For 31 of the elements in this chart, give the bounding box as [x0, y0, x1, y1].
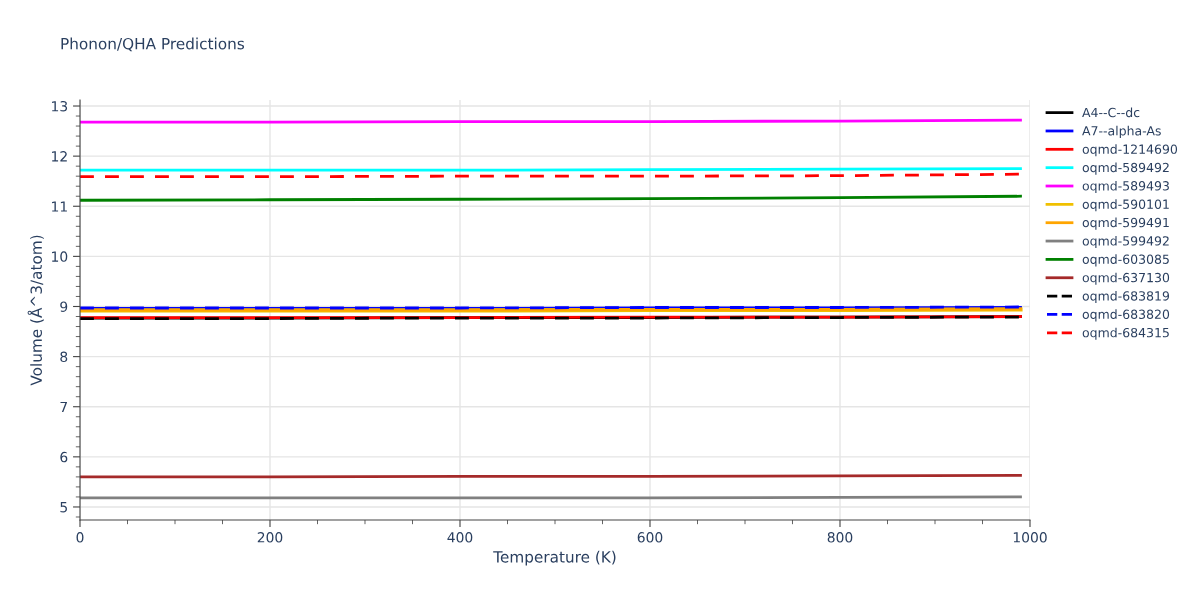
- legend-label: oqmd-589492: [1082, 162, 1169, 175]
- y-tick-label: 10: [52, 251, 68, 262]
- y-tick-label: 5: [60, 502, 67, 513]
- chart-title: Phonon/QHA Predictions: [61, 37, 245, 52]
- y-tick-label: 11: [52, 201, 67, 212]
- y-tick-label: 13: [52, 100, 68, 112]
- x-tick-label: 400: [447, 532, 473, 543]
- y-tick-label: 7: [60, 401, 68, 413]
- y-axis-title: Volume (Å^3/atom): [27, 235, 44, 386]
- x-tick-label: 0: [76, 532, 84, 543]
- y-tick-label: 6: [60, 451, 68, 463]
- legend-label: oqmd-683820: [1082, 309, 1170, 322]
- x-tick-label: 1000: [1013, 532, 1047, 543]
- legend-label: oqmd-590101: [1082, 199, 1169, 212]
- x-axis-title: Temperature (K): [493, 550, 616, 566]
- legend-label: A7--alpha-As: [1082, 125, 1161, 138]
- x-tick-label: 200: [257, 532, 283, 543]
- legend-label: oqmd-683819: [1082, 290, 1170, 304]
- legend-label: oqmd-684315: [1082, 327, 1169, 340]
- legend-label: oqmd-599491: [1082, 217, 1169, 230]
- x-tick-label: 800: [827, 532, 853, 543]
- x-tick-label: 600: [637, 532, 663, 543]
- legend-label: A4--C--dc: [1082, 107, 1140, 118]
- y-tick-label: 9: [60, 301, 68, 312]
- y-tick-label: 12: [52, 151, 67, 162]
- legend-label: oqmd-603085: [1082, 254, 1169, 267]
- legend-label: oqmd-599492: [1082, 235, 1169, 249]
- legend-label: oqmd-1214690: [1082, 144, 1178, 157]
- legend-label: oqmd-589493: [1082, 180, 1169, 193]
- legend-label: oqmd-637130: [1082, 272, 1170, 285]
- y-tick-label: 8: [60, 351, 68, 363]
